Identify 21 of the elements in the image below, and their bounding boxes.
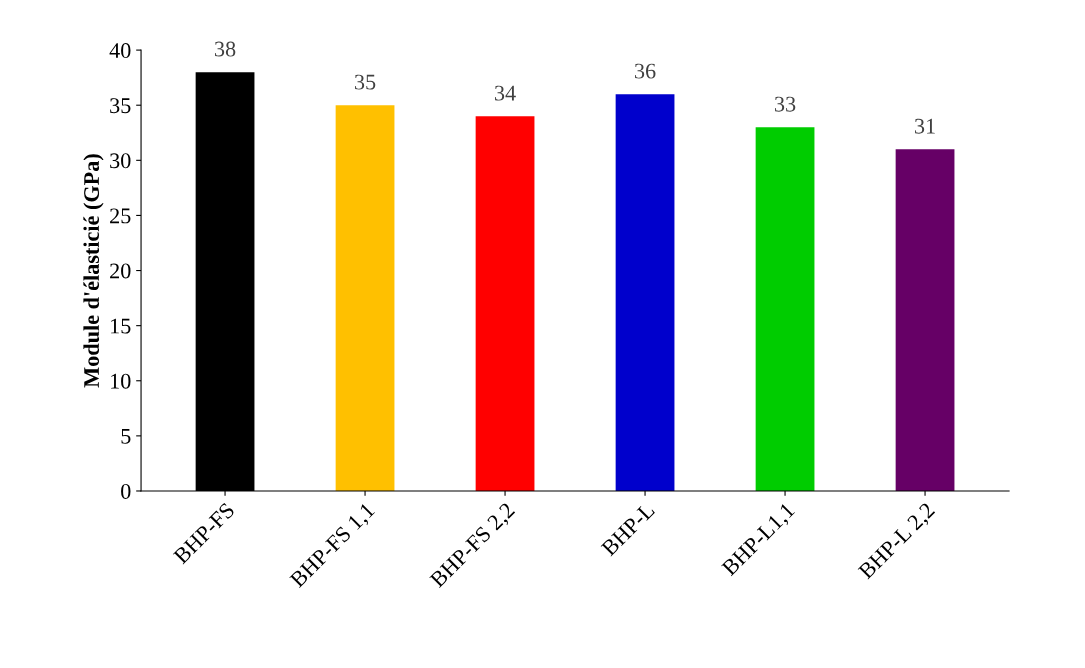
bar bbox=[895, 149, 955, 491]
bar bbox=[755, 127, 815, 491]
bar bbox=[335, 105, 395, 491]
y-tick-label: 15 bbox=[111, 318, 131, 334]
bar bbox=[615, 94, 675, 491]
data-label: 33 bbox=[775, 96, 796, 112]
data-label: 38 bbox=[215, 41, 236, 57]
y-tick-label: 20 bbox=[110, 263, 131, 279]
y-tick-label: 10 bbox=[111, 373, 131, 389]
y-tick-label: 30 bbox=[110, 153, 131, 169]
bar bbox=[475, 116, 535, 491]
y-tick-label: 40 bbox=[109, 43, 131, 59]
data-label: 31 bbox=[915, 118, 935, 134]
data-label: 34 bbox=[495, 85, 516, 101]
y-tick-label: 25 bbox=[110, 208, 131, 224]
data-label: 36 bbox=[635, 63, 656, 79]
y-tick-label: 5 bbox=[121, 429, 131, 444]
y-axis-title: Module d'élasticié (GPa) bbox=[83, 154, 104, 388]
y-tick-label: 0 bbox=[121, 483, 131, 499]
data-label: 35 bbox=[355, 74, 376, 90]
y-tick-label: 35 bbox=[110, 98, 131, 114]
